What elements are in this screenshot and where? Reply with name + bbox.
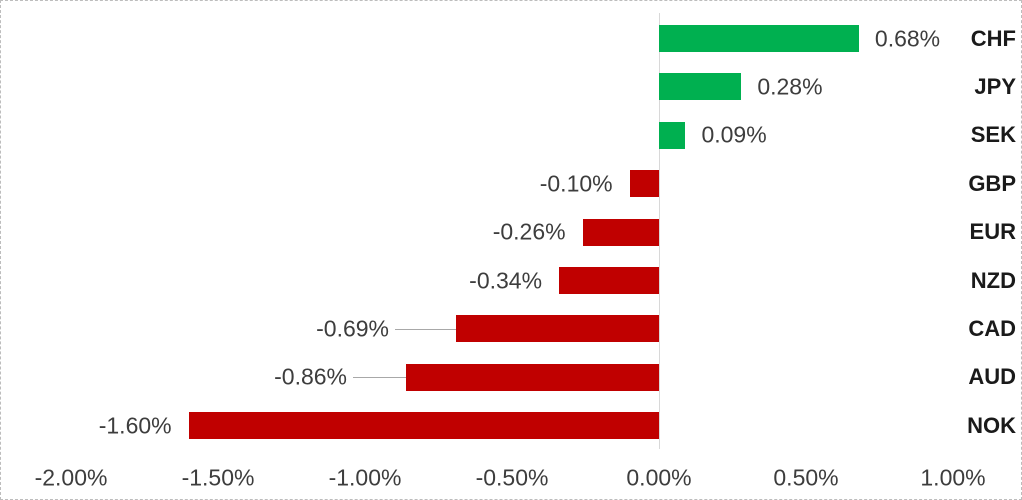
leader-line-AUD: [353, 377, 407, 379]
category-label-CAD: CAD: [968, 315, 1016, 341]
bar-CAD: [456, 315, 659, 343]
x-tick-label: 0.00%: [626, 464, 692, 491]
leader-line-CAD: [395, 328, 457, 330]
bar-CHF: [659, 25, 859, 52]
x-tick-label: -2.00%: [34, 464, 108, 491]
category-label-GBP: GBP: [968, 170, 1016, 196]
bar-SEK: [659, 121, 686, 149]
bar-GBP: [629, 170, 659, 198]
bar-AUD: [406, 363, 659, 391]
bar-EUR: [582, 218, 659, 246]
category-label-EUR: EUR: [969, 219, 1016, 245]
bar-NZD: [559, 267, 659, 294]
x-tick-label: -1.50%: [181, 464, 255, 491]
x-tick-label: 1.00%: [920, 464, 986, 491]
value-label-EUR: -0.26%: [492, 218, 566, 245]
bar-NOK: [188, 412, 659, 440]
value-label-JPY: 0.28%: [757, 73, 823, 100]
value-label-CHF: 0.68%: [874, 25, 941, 51]
category-label-JPY: JPY: [974, 73, 1016, 99]
category-label-SEK: SEK: [970, 122, 1016, 148]
bar-JPY: [659, 73, 742, 101]
x-tick-label: -0.50%: [475, 464, 549, 491]
category-label-NOK: NOK: [967, 412, 1016, 438]
category-label-AUD: AUD: [968, 364, 1016, 390]
category-label-CHF: CHF: [970, 25, 1016, 51]
value-label-AUD: -0.86%: [274, 363, 347, 390]
zero-axis-line: [659, 13, 660, 449]
x-tick-label: 0.50%: [773, 464, 839, 491]
value-label-GBP: -0.10%: [539, 170, 613, 197]
value-label-NZD: -0.34%: [469, 267, 543, 293]
value-label-SEK: 0.09%: [701, 121, 767, 148]
value-label-NOK: -1.60%: [98, 412, 172, 439]
category-label-NZD: NZD: [970, 267, 1016, 293]
x-tick-label: -1.00%: [328, 464, 402, 491]
value-label-CAD: -0.69%: [316, 315, 389, 342]
